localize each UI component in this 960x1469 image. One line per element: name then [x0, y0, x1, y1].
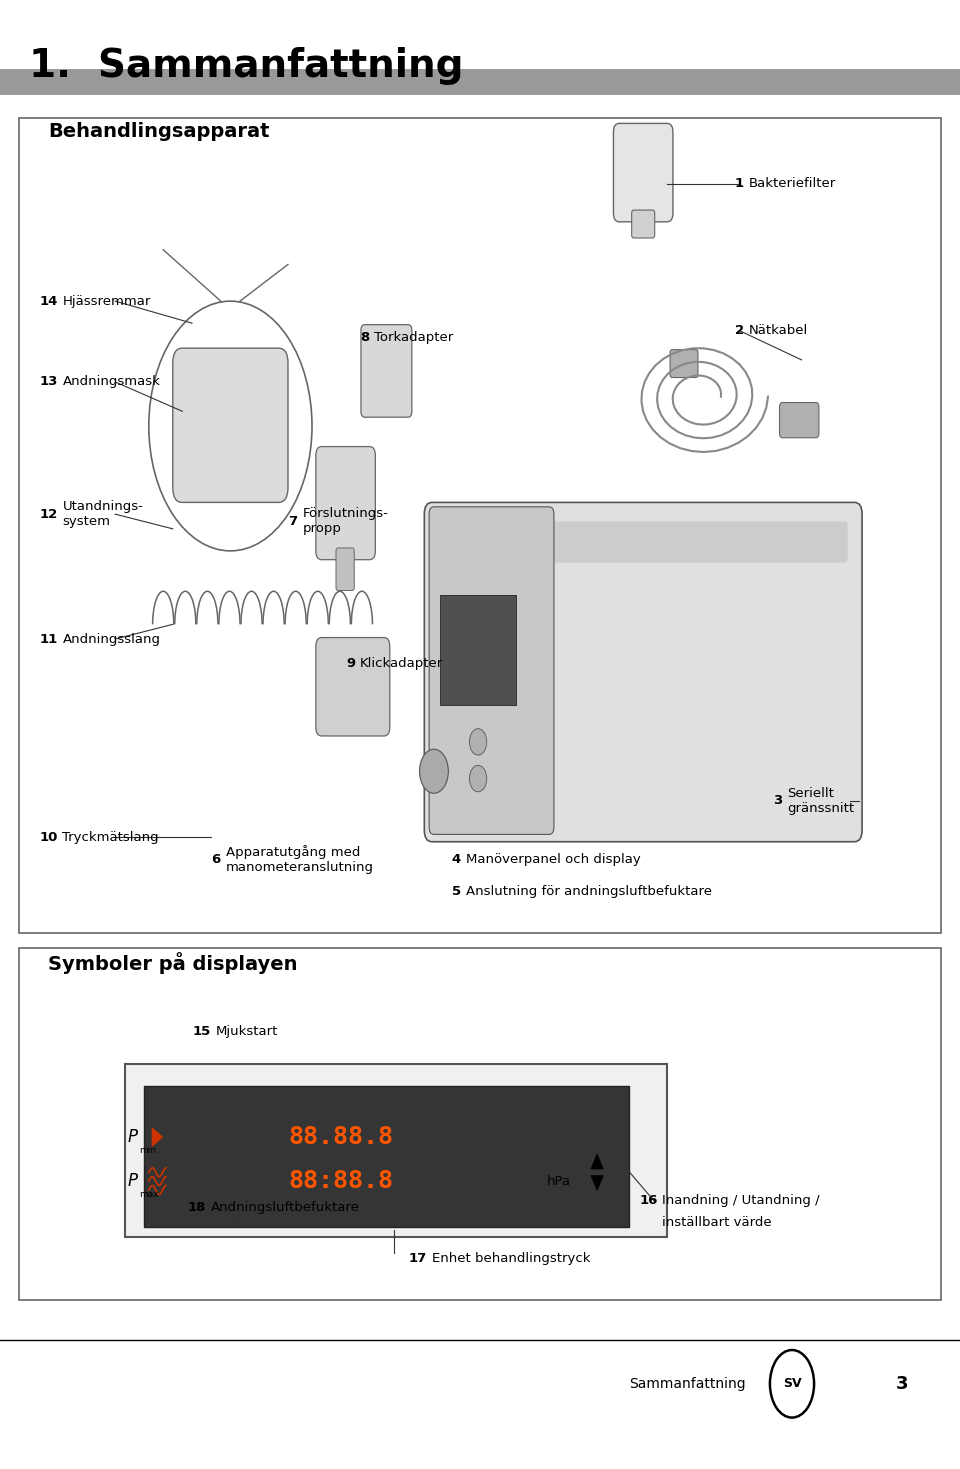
- Text: Mjukstart: Mjukstart: [216, 1025, 278, 1037]
- FancyBboxPatch shape: [125, 1064, 667, 1237]
- Text: Andningsluftbefuktare: Andningsluftbefuktare: [211, 1202, 360, 1213]
- Text: 15: 15: [193, 1025, 211, 1037]
- Text: 17: 17: [409, 1253, 427, 1265]
- Text: 7: 7: [288, 516, 298, 527]
- Text: Tryckmätslang: Tryckmätslang: [62, 831, 159, 843]
- Text: 3: 3: [896, 1375, 909, 1393]
- Text: Torkadapter: Torkadapter: [374, 332, 454, 344]
- FancyBboxPatch shape: [19, 948, 941, 1300]
- FancyBboxPatch shape: [361, 325, 412, 417]
- FancyBboxPatch shape: [440, 595, 516, 705]
- Text: SV: SV: [782, 1378, 802, 1390]
- Text: Klickadapter: Klickadapter: [360, 658, 444, 670]
- Text: 2: 2: [734, 325, 744, 336]
- Text: 5: 5: [451, 886, 461, 898]
- FancyBboxPatch shape: [780, 403, 819, 438]
- Text: Inandning / Utandning /: Inandning / Utandning /: [662, 1194, 820, 1206]
- FancyBboxPatch shape: [19, 118, 941, 933]
- Text: P: P: [128, 1172, 137, 1190]
- FancyBboxPatch shape: [632, 210, 655, 238]
- Text: Hjässremmar: Hjässremmar: [62, 295, 151, 307]
- Text: 6: 6: [211, 853, 221, 865]
- Circle shape: [469, 765, 487, 792]
- Text: Utandnings-
system: Utandnings- system: [62, 499, 143, 529]
- Circle shape: [420, 749, 448, 793]
- FancyBboxPatch shape: [0, 69, 960, 95]
- Text: Behandlingsapparat: Behandlingsapparat: [48, 122, 270, 141]
- Text: inställbart värde: inställbart värde: [662, 1216, 772, 1228]
- FancyBboxPatch shape: [336, 548, 354, 591]
- Text: Bakteriefilter: Bakteriefilter: [749, 178, 836, 190]
- Text: Anslutning för andningsluftbefuktare: Anslutning för andningsluftbefuktare: [466, 886, 711, 898]
- Text: 8: 8: [360, 332, 370, 344]
- Text: Nätkabel: Nätkabel: [749, 325, 808, 336]
- Polygon shape: [590, 1175, 604, 1191]
- FancyBboxPatch shape: [173, 348, 288, 502]
- Text: 1: 1: [734, 178, 744, 190]
- Text: 9: 9: [346, 658, 355, 670]
- Text: Enhet behandlingstryck: Enhet behandlingstryck: [432, 1253, 590, 1265]
- Circle shape: [770, 1350, 814, 1418]
- FancyBboxPatch shape: [439, 521, 848, 563]
- Text: 88:88.8: 88:88.8: [288, 1169, 394, 1193]
- Text: Symboler på displayen: Symboler på displayen: [48, 952, 298, 974]
- Text: 88.88.8: 88.88.8: [288, 1125, 394, 1149]
- Text: 13: 13: [39, 376, 58, 388]
- Text: Förslutnings-
propp: Förslutnings- propp: [302, 507, 388, 536]
- Text: Andningsmask: Andningsmask: [62, 376, 160, 388]
- Text: max: max: [139, 1190, 158, 1199]
- FancyBboxPatch shape: [613, 123, 673, 222]
- Text: 1.  Sammanfattning: 1. Sammanfattning: [29, 47, 464, 85]
- Text: Sammanfattning: Sammanfattning: [629, 1376, 745, 1391]
- Text: 11: 11: [39, 633, 58, 645]
- Text: min: min: [139, 1146, 156, 1155]
- Text: Manöverpanel och display: Manöverpanel och display: [466, 853, 640, 865]
- Text: hPa: hPa: [547, 1175, 571, 1187]
- FancyBboxPatch shape: [429, 507, 554, 834]
- Text: 12: 12: [39, 508, 58, 520]
- Text: 4: 4: [451, 853, 461, 865]
- Text: Seriellt
gränssnitt: Seriellt gränssnitt: [787, 786, 854, 815]
- FancyBboxPatch shape: [670, 350, 698, 378]
- FancyBboxPatch shape: [144, 1086, 629, 1227]
- Polygon shape: [152, 1127, 163, 1147]
- FancyBboxPatch shape: [316, 447, 375, 560]
- FancyBboxPatch shape: [424, 502, 862, 842]
- Text: 14: 14: [39, 295, 58, 307]
- FancyBboxPatch shape: [316, 638, 390, 736]
- Text: Andningsslang: Andningsslang: [62, 633, 160, 645]
- Text: 10: 10: [39, 831, 58, 843]
- Text: Apparatutgång med
manometeranslutning: Apparatutgång med manometeranslutning: [226, 845, 373, 874]
- Text: 3: 3: [773, 795, 782, 806]
- Text: 16: 16: [639, 1194, 658, 1206]
- Text: 18: 18: [188, 1202, 206, 1213]
- Circle shape: [469, 729, 487, 755]
- Polygon shape: [590, 1153, 604, 1169]
- Text: P: P: [128, 1128, 137, 1146]
